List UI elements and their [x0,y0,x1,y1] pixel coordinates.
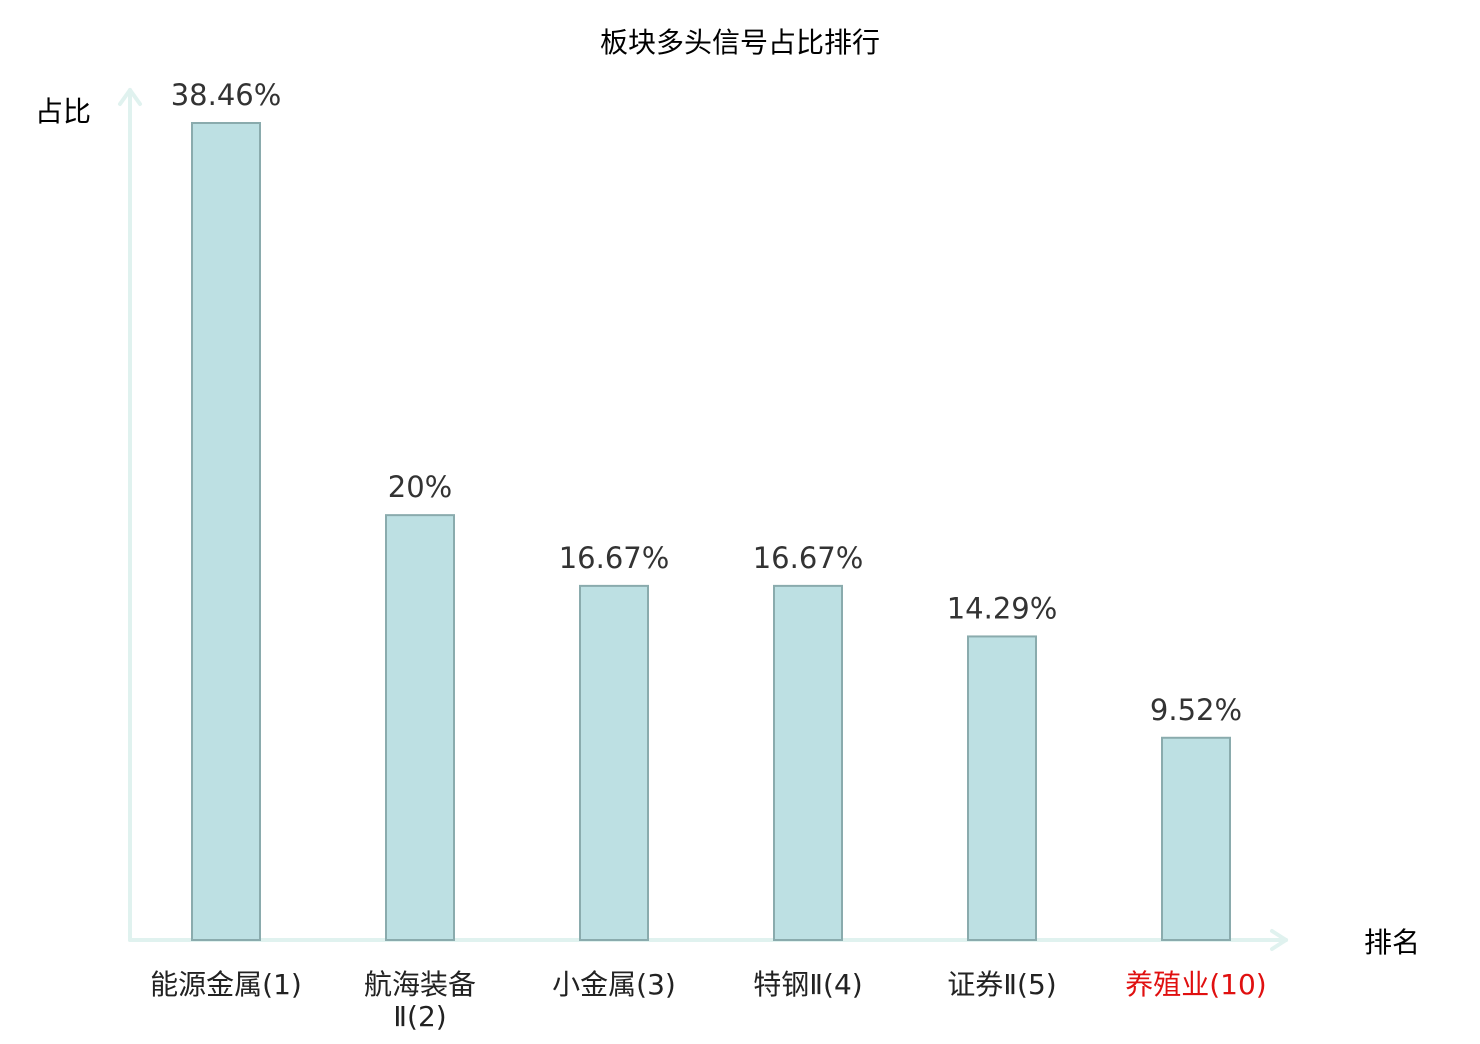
y-axis-arrow-left [118,88,132,106]
y-axis-label: 占比 [35,95,91,128]
value-label-2: 20% [388,470,452,504]
value-label-4: 16.67% [753,541,864,575]
value-label-6: 9.52% [1150,693,1242,727]
bar-4 [773,584,843,942]
bars-group [191,122,1231,942]
bar-2 [385,514,455,941]
bar-5 [967,635,1037,942]
chart-title: 板块多头信号占比排行 [600,26,880,59]
x-axis-arrow-top [1270,929,1288,942]
category-label-2-line-2: Ⅱ(2) [393,1000,446,1033]
bar-6 [1161,736,1231,941]
value-label-3: 16.67% [559,541,670,575]
y-axis-arrow-right [128,88,142,106]
value-label-5: 14.29% [947,591,1058,625]
x-axis-arrow-bottom [1270,938,1288,951]
category-label-5: 证券Ⅱ(5) [947,968,1056,1001]
category-label-6: 养殖业(10) [1125,968,1266,1001]
value-label-1: 38.46% [171,78,282,112]
category-label-3: 小金属(3) [552,968,676,1001]
category-label-1: 能源金属(1) [150,968,302,1001]
value-labels-group: 38.46% 20% 16.67% 16.67% 14.29% 9.52% [171,78,1242,727]
x-axis-label: 排名 [1364,926,1420,959]
category-label-2-line-1: 航海装备 [364,968,476,1001]
bar-1 [191,122,261,941]
bar-3 [579,584,649,942]
axes [118,88,1288,951]
category-label-4: 特钢Ⅱ(4) [753,968,862,1001]
